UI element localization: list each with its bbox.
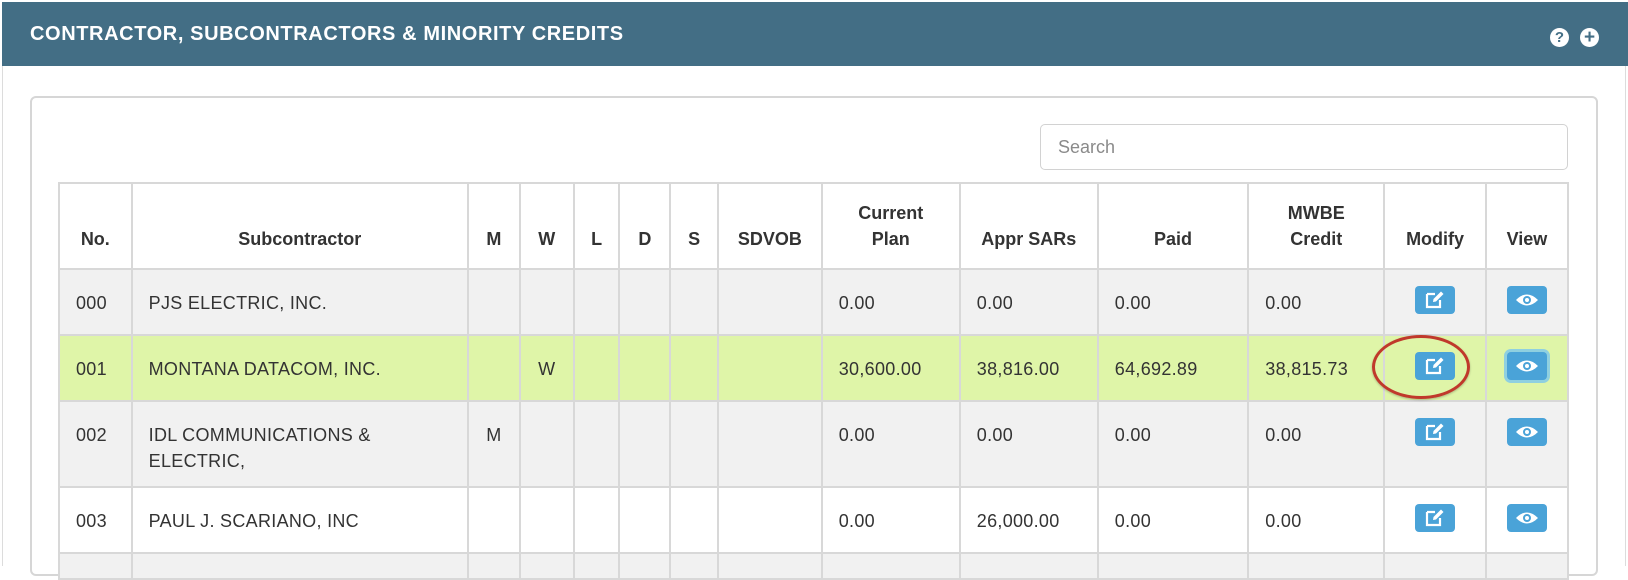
cell-w — [518, 400, 575, 488]
col-header-m[interactable]: M — [466, 182, 521, 270]
col-header-mwbe-credit[interactable]: MWBE Credit — [1247, 182, 1386, 270]
cell-mwbe-credit: 0.00 — [1247, 486, 1386, 554]
cell-paid: 64,692.89 — [1096, 334, 1250, 402]
cell-d — [618, 486, 672, 554]
eye-icon — [1515, 360, 1538, 372]
subcontractors-table: No. Subcontractor M W L D S SDVOB Curren… — [58, 182, 1570, 580]
cell-d — [618, 268, 672, 336]
cell-modify — [1383, 268, 1487, 336]
cell-no: 003 — [58, 486, 133, 554]
table-row[interactable]: 000 PJS ELECTRIC, INC. 0.00 0.00 0.00 0.… — [58, 268, 1570, 336]
cell-subcontractor: PAUL J. SCARIANO, INC — [130, 486, 469, 554]
cell-paid: 0.00 — [1096, 486, 1250, 554]
col-header-sdvob[interactable]: SDVOB — [716, 182, 823, 270]
search-input[interactable] — [1040, 124, 1568, 170]
table-row-partial — [58, 552, 1570, 580]
cell-current-plan: 0.00 — [820, 486, 961, 554]
cell-m — [466, 268, 521, 336]
cell-view — [1484, 334, 1570, 402]
modify-button[interactable] — [1415, 352, 1456, 380]
add-icon[interactable]: + — [1580, 28, 1599, 47]
eye-icon — [1515, 426, 1538, 438]
col-header-d[interactable]: D — [618, 182, 672, 270]
col-header-current-plan[interactable]: Current Plan — [820, 182, 961, 270]
col-header-paid[interactable]: Paid — [1096, 182, 1250, 270]
cell-sdvob — [716, 334, 823, 402]
col-header-view: View — [1484, 182, 1570, 270]
cell-paid: 0.00 — [1096, 268, 1250, 336]
eye-icon — [1515, 512, 1538, 524]
cell-s — [669, 400, 719, 488]
cell-current-plan: 0.00 — [820, 268, 961, 336]
cell-modify — [1383, 334, 1487, 402]
cell-no: 002 — [58, 400, 133, 488]
cell-l — [572, 400, 621, 488]
edit-icon — [1425, 509, 1444, 527]
help-icon[interactable]: ? — [1550, 28, 1569, 47]
modify-button[interactable] — [1415, 418, 1456, 446]
col-header-no[interactable]: No. — [58, 182, 133, 270]
cell-w — [518, 486, 575, 554]
edit-icon — [1425, 291, 1444, 309]
cell-w: W — [518, 334, 575, 402]
col-header-modify: Modify — [1383, 182, 1487, 270]
cell-s — [669, 334, 719, 402]
view-button[interactable] — [1506, 286, 1547, 314]
cell-appr-sars: 0.00 — [958, 268, 1099, 336]
cell-l — [572, 334, 621, 402]
cell-appr-sars: 26,000.00 — [958, 486, 1099, 554]
cell-d — [618, 400, 672, 488]
table-header-row: No. Subcontractor M W L D S SDVOB Curren… — [58, 182, 1570, 270]
col-header-appr-sars[interactable]: Appr SARs — [958, 182, 1099, 270]
cell-m: M — [466, 400, 521, 488]
edit-icon — [1425, 423, 1444, 441]
cell-appr-sars: 38,816.00 — [958, 334, 1099, 402]
view-button[interactable] — [1506, 352, 1547, 380]
cell-subcontractor: MONTANA DATACOM, INC. — [130, 334, 469, 402]
cell-sdvob — [716, 268, 823, 336]
cell-no: 001 — [58, 334, 133, 402]
cell-m — [466, 486, 521, 554]
table-row[interactable]: 003 PAUL J. SCARIANO, INC 0.00 26,000.00… — [58, 486, 1570, 554]
cell-subcontractor: PJS ELECTRIC, INC. — [130, 268, 469, 336]
cell-no: 000 — [58, 268, 133, 336]
table-row[interactable]: 002 IDL COMMUNICATIONS & ELECTRIC, M 0.0… — [58, 400, 1570, 488]
col-header-s[interactable]: S — [669, 182, 719, 270]
cell-view — [1484, 400, 1570, 488]
eye-icon — [1515, 294, 1538, 306]
col-header-w[interactable]: W — [518, 182, 575, 270]
modify-button[interactable] — [1415, 286, 1456, 314]
cell-view — [1484, 486, 1570, 554]
col-header-l[interactable]: L — [572, 182, 621, 270]
modify-button[interactable] — [1415, 504, 1456, 532]
cell-mwbe-credit: 0.00 — [1247, 268, 1386, 336]
panel-title: CONTRACTOR, SUBCONTRACTORS & MINORITY CR… — [30, 23, 624, 45]
cell-current-plan: 30,600.00 — [820, 334, 961, 402]
cell-view — [1484, 268, 1570, 336]
cell-modify — [1383, 400, 1487, 488]
cell-mwbe-credit: 38,815.73 — [1247, 334, 1386, 402]
panel-body — [2, 66, 1626, 566]
view-button[interactable] — [1506, 418, 1547, 446]
cell-subcontractor: IDL COMMUNICATIONS & ELECTRIC, — [130, 400, 469, 488]
table-row[interactable]: 001 MONTANA DATACOM, INC. W 30,600.00 38… — [58, 334, 1570, 402]
cell-s — [669, 486, 719, 554]
cell-sdvob — [716, 486, 823, 554]
view-button[interactable] — [1506, 504, 1547, 532]
panel-header: CONTRACTOR, SUBCONTRACTORS & MINORITY CR… — [2, 2, 1628, 66]
edit-icon — [1425, 357, 1444, 375]
cell-l — [572, 486, 621, 554]
cell-current-plan: 0.00 — [820, 400, 961, 488]
cell-l — [572, 268, 621, 336]
cell-s — [669, 268, 719, 336]
cell-mwbe-credit: 0.00 — [1247, 400, 1386, 488]
cell-modify — [1383, 486, 1487, 554]
cell-appr-sars: 0.00 — [958, 400, 1099, 488]
cell-sdvob — [716, 400, 823, 488]
cell-w — [518, 268, 575, 336]
cell-paid: 0.00 — [1096, 400, 1250, 488]
col-header-subcontractor[interactable]: Subcontractor — [130, 182, 469, 270]
cell-d — [618, 334, 672, 402]
cell-m — [466, 334, 521, 402]
